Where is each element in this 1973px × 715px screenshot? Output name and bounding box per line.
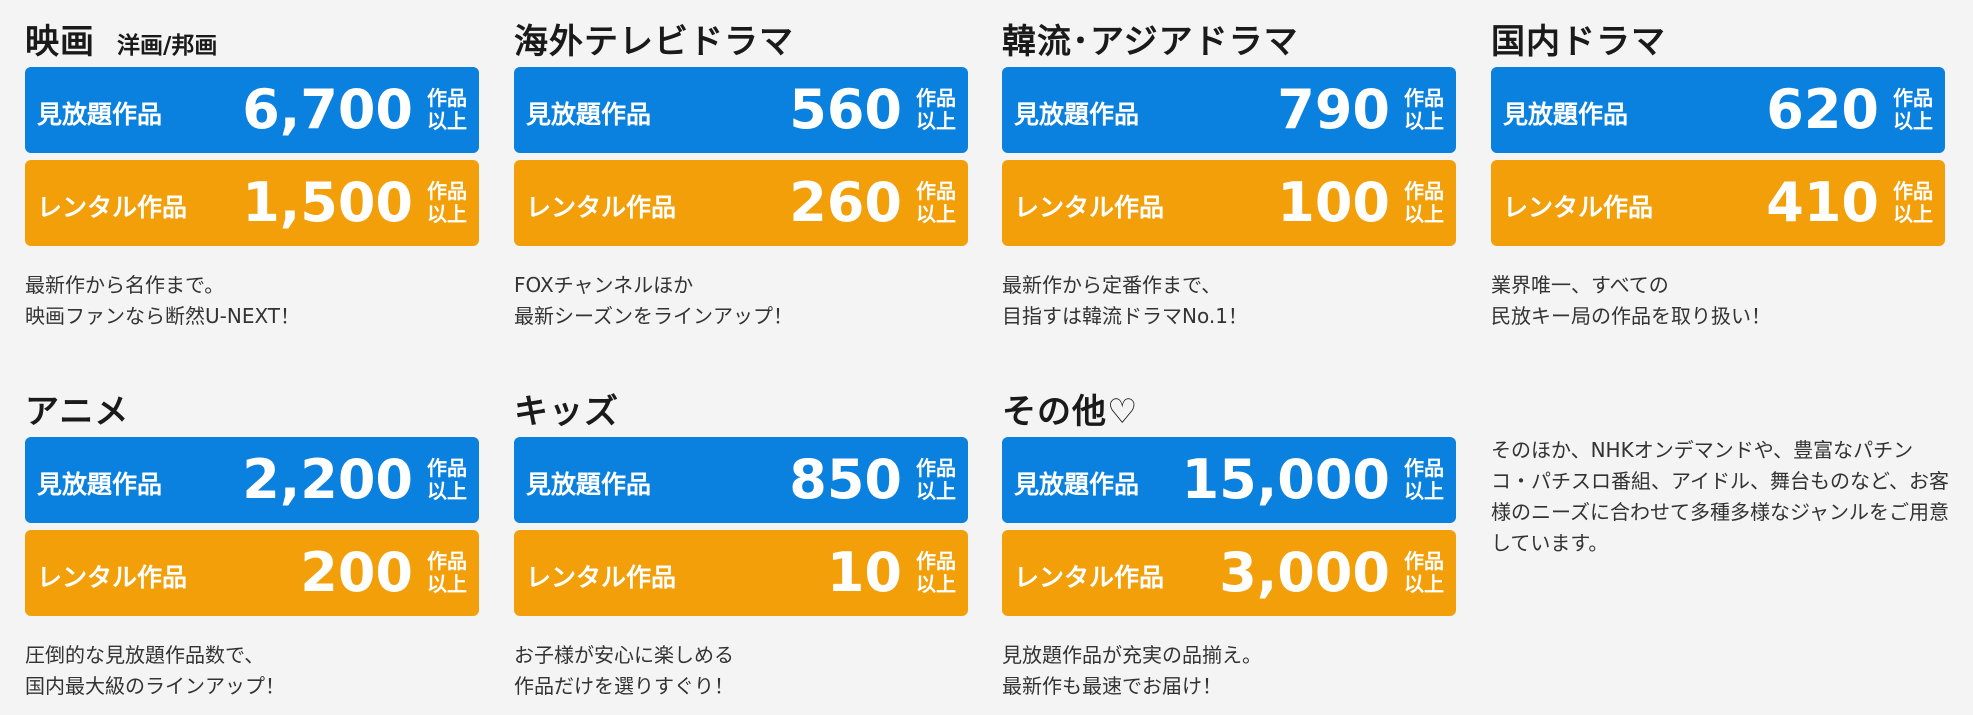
unit-label: 作品 以上	[1404, 456, 1444, 503]
unit-label: 作品 以上	[427, 456, 467, 503]
genre-title: アニメ	[25, 392, 130, 432]
unlimited-label: 見放題作品	[1014, 100, 1140, 129]
unit-label: 作品 以上	[1893, 86, 1933, 133]
unlimited-count: 560	[789, 78, 902, 141]
genre-description: 最新作から名作まで。 映画ファンなら断然U-NEXT！	[25, 273, 301, 328]
other-genres-note: そのほか、NHKオンデマンドや、豊富なパチンコ・パチスロ番組、アイドル、舞台もの…	[1491, 438, 1949, 555]
genre-title: 韓流･アジアドラマ	[1002, 22, 1299, 62]
unlimited-label: 見放題作品	[37, 470, 163, 499]
genre-title: キッズ	[514, 392, 619, 432]
rental-count-bar: レンタル作品 3,000 作品 以上	[1002, 530, 1456, 616]
unlimited-label: 見放題作品	[526, 100, 652, 129]
genre-subtitle: 洋画/邦画	[117, 33, 218, 59]
unlimited-label: 見放題作品	[37, 100, 163, 129]
genre-description: 最新作から定番作まで、 目指すは韓流ドラマNo.1！	[1002, 273, 1248, 328]
genre-title: 映画 洋画/邦画	[25, 22, 218, 62]
unlimited-count: 620	[1766, 78, 1879, 141]
rental-label: レンタル作品	[526, 193, 677, 222]
rental-count-bar: レンタル作品 410 作品 以上	[1491, 160, 1945, 246]
unlimited-count: 15,000	[1181, 448, 1390, 511]
unit-label: 作品 以上	[427, 86, 467, 133]
unlimited-label: 見放題作品	[526, 470, 652, 499]
rental-count: 410	[1766, 171, 1879, 234]
rental-count-bar: レンタル作品 100 作品 以上	[1002, 160, 1456, 246]
genre-title: 国内ドラマ	[1491, 22, 1666, 62]
unit-label: 作品 以上	[427, 549, 467, 596]
genre-description: 圧倒的な見放題作品数で、 国内最大級のラインアップ！	[25, 643, 285, 698]
genre-description: 見放題作品が充実の品揃え。 最新作も最速でお届け！	[1002, 643, 1262, 698]
unlimited-count: 790	[1277, 78, 1390, 141]
unlimited-count: 850	[789, 448, 902, 511]
unlimited-label: 見放題作品	[1014, 470, 1140, 499]
unit-label: 作品 以上	[916, 179, 956, 226]
unit-label: 作品 以上	[427, 179, 467, 226]
unlimited-count-bar: 見放題作品 620 作品 以上	[1491, 67, 1945, 153]
rental-label: レンタル作品	[1014, 193, 1165, 222]
rental-label: レンタル作品	[1014, 563, 1165, 592]
genre-description: お子様が安心に楽しめる 作品だけを選りすぐり！	[514, 643, 734, 698]
unlimited-count-bar: 見放題作品 850 作品 以上	[514, 437, 968, 523]
rental-count-bar: レンタル作品 1,500 作品 以上	[25, 160, 479, 246]
rental-count-bar: レンタル作品 200 作品 以上	[25, 530, 479, 616]
rental-count: 200	[300, 541, 413, 604]
genre-description: FOXチャンネルほか 最新シーズンをラインアップ！	[514, 273, 793, 328]
rental-count: 260	[789, 171, 902, 234]
rental-count: 10	[826, 541, 902, 604]
genre-title: その他♡	[1002, 392, 1139, 432]
unit-label: 作品 以上	[1893, 179, 1933, 226]
rental-label: レンタル作品	[37, 563, 188, 592]
unit-label: 作品 以上	[1404, 179, 1444, 226]
rental-label: レンタル作品	[526, 563, 677, 592]
unlimited-count: 6,700	[242, 78, 413, 141]
unit-label: 作品 以上	[1404, 549, 1444, 596]
unlimited-count-bar: 見放題作品 2,200 作品 以上	[25, 437, 479, 523]
genre-description: 業界唯一、すべての 民放キー局の作品を取り扱い！	[1491, 273, 1771, 328]
unlimited-count-bar: 見放題作品 15,000 作品 以上	[1002, 437, 1456, 523]
rental-count: 1,500	[242, 171, 413, 234]
unlimited-count-bar: 見放題作品 560 作品 以上	[514, 67, 968, 153]
unit-label: 作品 以上	[916, 86, 956, 133]
unit-label: 作品 以上	[916, 549, 956, 596]
rental-count: 3,000	[1219, 541, 1390, 604]
unit-label: 作品 以上	[1404, 86, 1444, 133]
genre-title: 海外テレビドラマ	[514, 22, 794, 62]
rental-count-bar: レンタル作品 10 作品 以上	[514, 530, 968, 616]
unlimited-count-bar: 見放題作品 6,700 作品 以上	[25, 67, 479, 153]
rental-label: レンタル作品	[37, 193, 188, 222]
rental-count-bar: レンタル作品 260 作品 以上	[514, 160, 968, 246]
unlimited-label: 見放題作品	[1503, 100, 1629, 129]
unlimited-count: 2,200	[242, 448, 413, 511]
rental-count: 100	[1277, 171, 1390, 234]
rental-label: レンタル作品	[1503, 193, 1654, 222]
unit-label: 作品 以上	[916, 456, 956, 503]
unlimited-count-bar: 見放題作品 790 作品 以上	[1002, 67, 1456, 153]
